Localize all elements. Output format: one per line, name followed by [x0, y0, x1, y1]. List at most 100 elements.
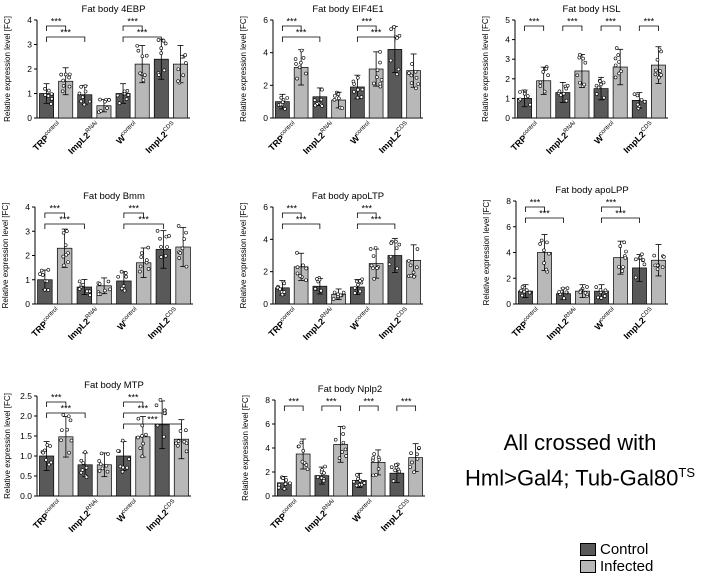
data-point — [79, 84, 83, 89]
data-point — [38, 272, 42, 276]
data-point — [41, 450, 45, 455]
data-point — [304, 266, 308, 271]
data-point — [84, 475, 89, 479]
data-point — [561, 91, 566, 96]
y-axis-label: Relative expression level [FC] — [241, 395, 250, 501]
data-point — [642, 99, 647, 104]
data-point — [125, 465, 129, 470]
data-point — [393, 468, 397, 473]
x-tick-label: ImpL2RNAi — [303, 498, 339, 534]
data-point — [372, 452, 376, 456]
data-point — [408, 465, 412, 469]
data-point — [62, 263, 66, 268]
legend-label-control: Control — [600, 541, 649, 558]
x-tick-label: ImpL2CDS — [146, 306, 181, 341]
data-point — [103, 99, 107, 104]
data-point — [105, 106, 109, 110]
data-point — [39, 268, 44, 273]
data-point — [624, 249, 628, 254]
significance-label: *** — [361, 17, 372, 27]
data-point — [107, 98, 111, 102]
cross-note-line1: All crossed with — [503, 430, 657, 455]
data-point — [545, 240, 549, 245]
data-point — [320, 87, 324, 92]
significance-label: *** — [539, 209, 550, 219]
significance-bracket — [356, 36, 396, 42]
data-point — [49, 460, 53, 465]
data-point — [635, 102, 640, 107]
y-tick-label: 2 — [27, 64, 32, 74]
data-point — [360, 87, 365, 92]
data-point — [184, 441, 189, 446]
data-point — [135, 43, 140, 48]
data-point — [389, 241, 393, 245]
x-tick-label-sup: control — [279, 120, 296, 137]
x-tick-label-sup: CDS — [162, 120, 175, 133]
data-point — [140, 423, 145, 428]
y-tick-label: 1.5 — [20, 431, 32, 441]
data-point — [378, 84, 383, 89]
data-point — [577, 55, 582, 60]
data-point — [371, 455, 376, 460]
y-axis-label: Relative expression level [FC] — [1, 203, 10, 309]
data-point — [122, 288, 127, 293]
x-tick-label: ImpL2RNAi — [544, 120, 580, 156]
data-point — [331, 297, 336, 301]
data-point — [140, 434, 144, 438]
data-point — [176, 444, 180, 448]
data-point — [179, 54, 184, 59]
legend: Control Infected — [580, 541, 705, 575]
y-axis-label: Relative expression level [FC] — [3, 393, 12, 499]
y-tick-label: 1 — [25, 275, 30, 285]
data-point — [156, 38, 161, 42]
data-point — [641, 258, 646, 262]
legend-swatch-control — [580, 543, 596, 556]
x-tick-label: ImpL2CDS — [144, 120, 179, 155]
legend-label-infected: Infected — [600, 558, 654, 575]
data-point — [538, 242, 542, 246]
chart-panel-5: Fat body apoLTP Relative expression level… — [239, 191, 423, 342]
data-point — [389, 27, 393, 31]
data-point — [660, 265, 665, 269]
data-point — [284, 478, 289, 482]
x-tick-label-sup: control — [523, 306, 540, 323]
data-point — [411, 270, 416, 275]
significance-label: *** — [361, 204, 372, 214]
data-point — [65, 229, 69, 233]
data-point — [518, 90, 522, 94]
data-point — [394, 246, 399, 250]
data-point — [558, 93, 563, 97]
data-point — [538, 80, 543, 85]
data-point — [392, 25, 396, 29]
data-point — [337, 96, 341, 101]
data-point — [178, 429, 183, 433]
data-point — [176, 224, 181, 228]
data-point — [613, 75, 618, 80]
data-point — [43, 93, 47, 97]
data-point — [358, 279, 362, 283]
data-point — [288, 481, 292, 486]
data-point — [159, 255, 164, 259]
data-point — [140, 454, 145, 459]
data-point — [662, 255, 666, 259]
data-point — [43, 288, 47, 292]
data-point — [140, 54, 145, 59]
data-point — [585, 285, 589, 289]
data-point — [613, 63, 618, 68]
data-point — [341, 440, 346, 445]
y-axis-label: Relative expression level [FC] — [239, 16, 248, 122]
chart-title: Fat body MTP — [84, 380, 144, 391]
data-point — [81, 283, 85, 287]
data-point — [355, 473, 359, 477]
y-tick-label: 2.5 — [20, 391, 32, 401]
data-point — [336, 92, 341, 96]
data-point — [333, 93, 337, 98]
data-point — [84, 465, 89, 470]
data-point — [415, 457, 420, 461]
data-point — [547, 251, 551, 256]
data-point — [619, 69, 623, 74]
data-point — [115, 93, 120, 98]
data-point — [281, 476, 285, 481]
significance-label: *** — [371, 28, 382, 38]
data-point — [298, 274, 303, 278]
